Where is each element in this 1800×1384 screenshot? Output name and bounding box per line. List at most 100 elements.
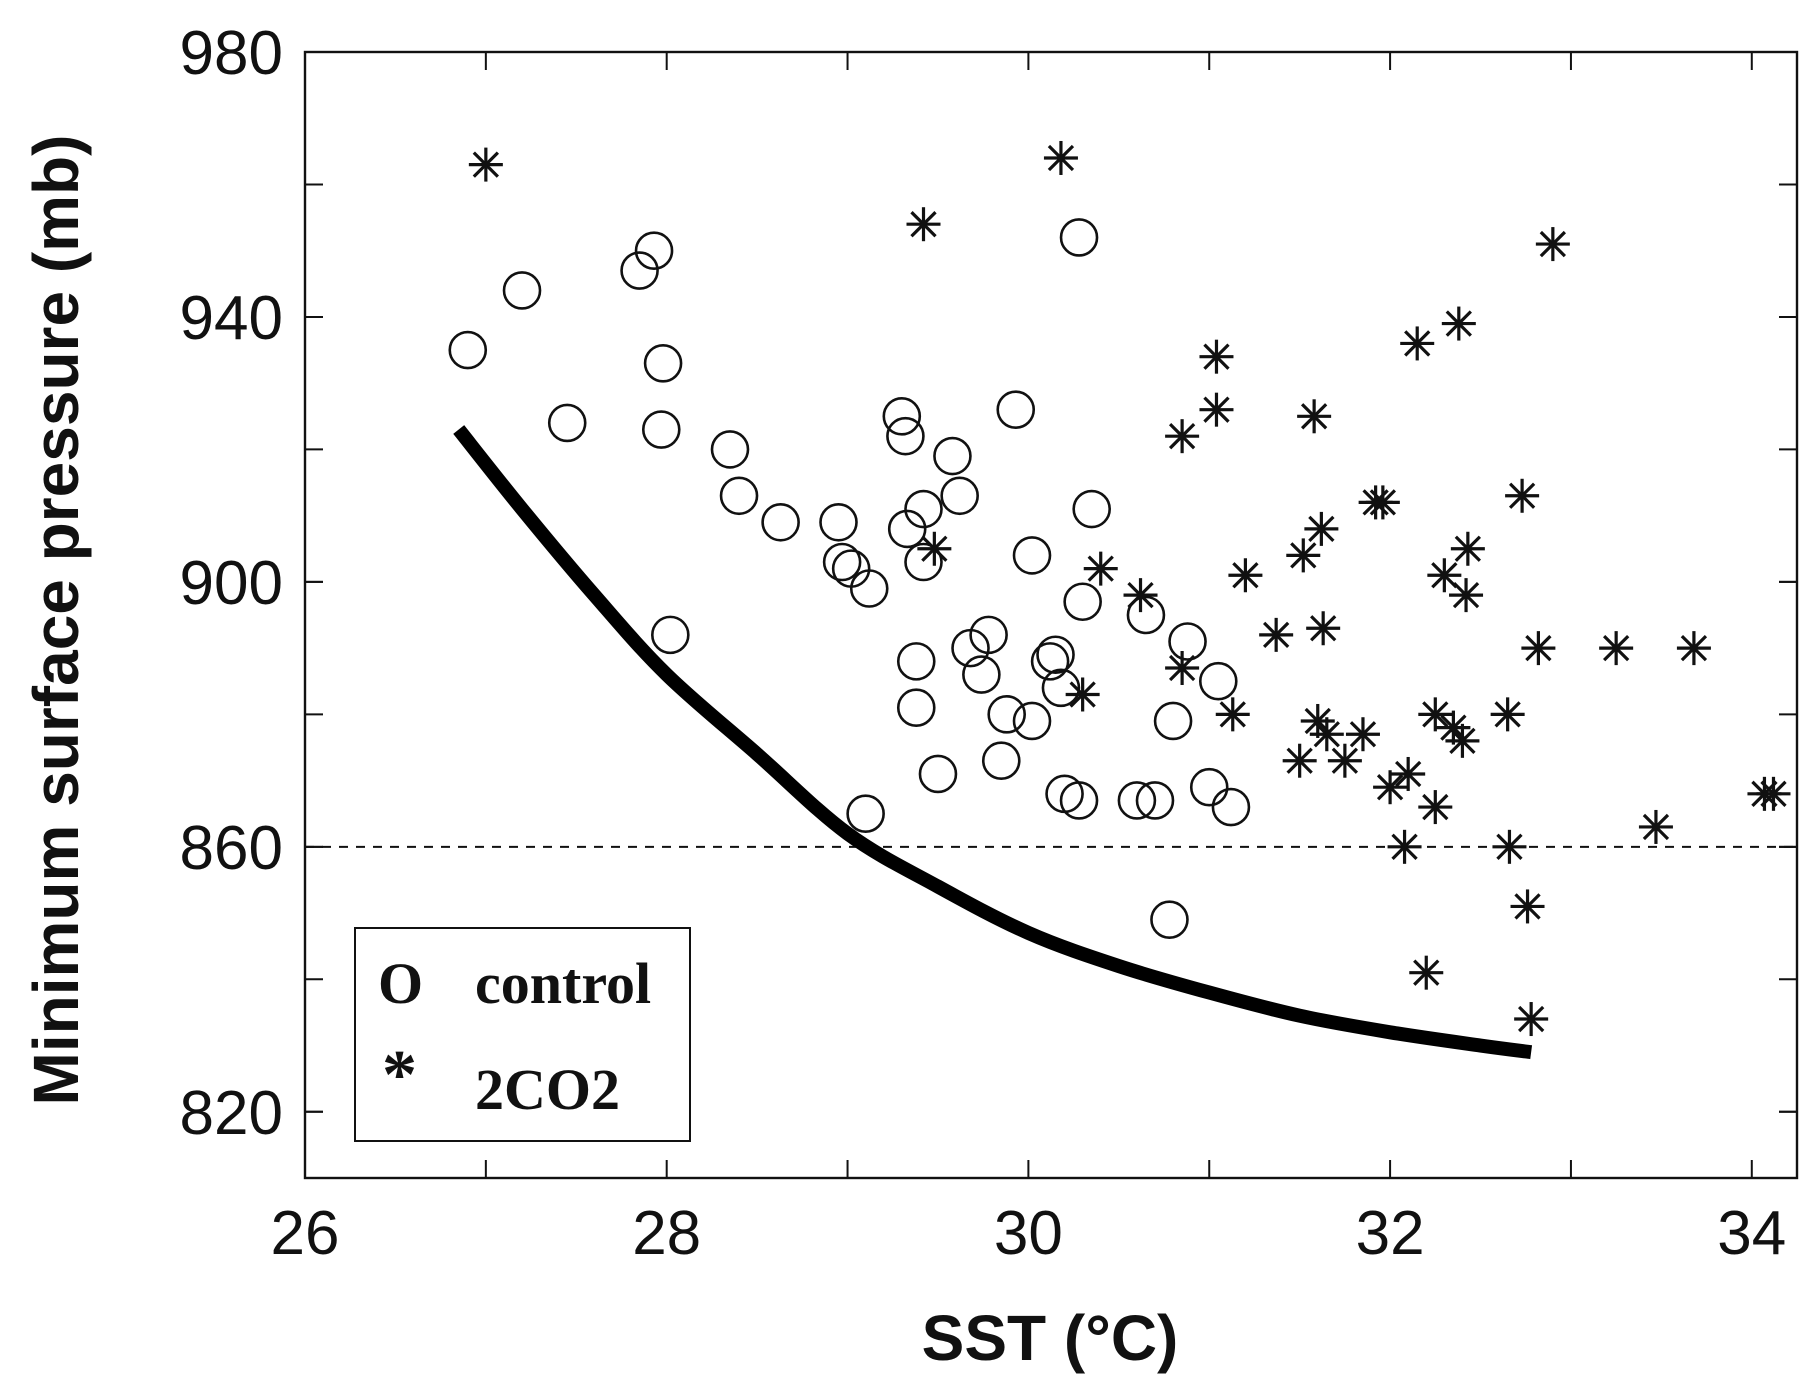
co2-point <box>1535 227 1570 262</box>
control-point <box>904 542 943 582</box>
co2-point <box>1445 723 1480 758</box>
control-point <box>1126 595 1166 635</box>
control-point <box>904 489 943 529</box>
control-point <box>710 430 750 469</box>
co2-point <box>1514 1002 1549 1037</box>
co2-point <box>1418 790 1453 825</box>
x-tick-label: 32 <box>1356 1199 1425 1268</box>
x-axis: 26 28 30 32 34 <box>271 52 1786 1268</box>
co2-point <box>1199 339 1234 374</box>
co2-point <box>1165 650 1200 685</box>
control-point <box>1150 900 1189 939</box>
control-point <box>933 436 972 476</box>
control-point <box>643 344 683 383</box>
control-point <box>719 476 759 516</box>
control-point <box>1153 701 1193 741</box>
co2-point <box>1123 578 1158 613</box>
y-axis-title: Minimum surface pressure (mb) <box>20 135 92 1106</box>
control-point <box>882 396 922 436</box>
legend-control-label: control <box>475 951 651 1016</box>
co2-point <box>1327 743 1362 778</box>
plot-frame <box>303 50 1799 1180</box>
control-point <box>761 502 800 542</box>
co2-point <box>1306 611 1341 646</box>
control-point <box>996 390 1036 429</box>
control-point <box>981 741 1021 781</box>
control-point <box>1041 668 1081 708</box>
co2-point <box>1449 578 1484 613</box>
control-point <box>896 642 936 681</box>
co2-point <box>1490 697 1525 732</box>
co2-point <box>1676 631 1711 666</box>
control-point <box>962 655 1001 694</box>
control-point <box>896 688 936 728</box>
co2-point <box>1345 717 1380 752</box>
co2-point <box>1043 140 1078 175</box>
control-point <box>641 410 681 449</box>
y-tick-label: 860 <box>180 814 283 883</box>
control-point <box>918 754 958 794</box>
co2-point <box>1521 631 1556 666</box>
control-point <box>969 615 1008 655</box>
control-point <box>1198 661 1238 701</box>
co2-point <box>1065 677 1100 712</box>
co2-point <box>1199 392 1234 427</box>
control-point <box>1168 622 1207 661</box>
control-point <box>620 251 659 290</box>
co2-point <box>1450 531 1485 566</box>
co2-point <box>1505 478 1540 513</box>
co2-point <box>1365 485 1400 520</box>
co2-point <box>1387 829 1422 864</box>
control-point <box>1117 781 1157 820</box>
control-point <box>1036 635 1075 675</box>
control-point <box>502 271 542 310</box>
y-tick-label: 820 <box>180 1079 283 1148</box>
co2-point <box>1259 617 1294 652</box>
control-point <box>1012 701 1052 741</box>
control-point <box>1045 774 1084 814</box>
control-point <box>886 416 925 456</box>
control-point <box>1072 489 1111 529</box>
y-tick-label: 900 <box>180 549 283 618</box>
control-point <box>1030 642 1070 681</box>
control-point <box>849 569 889 608</box>
control-point <box>448 330 488 370</box>
co2-point <box>1510 889 1545 924</box>
plot-border <box>303 50 1799 1180</box>
series-2co2 <box>468 140 1791 1037</box>
fit-curve <box>453 425 1533 1060</box>
control-point <box>1059 781 1099 820</box>
control-point <box>940 476 979 516</box>
control-point <box>987 695 1026 734</box>
legend: O control * 2CO2 <box>354 927 691 1142</box>
control-point <box>887 509 927 549</box>
legend-2co2-label: 2CO2 <box>475 1057 620 1122</box>
control-point <box>634 231 674 271</box>
co2-point <box>1286 538 1321 573</box>
y-tick-label: 940 <box>180 284 283 353</box>
co2-point <box>1492 829 1527 864</box>
co2-point <box>1215 697 1250 732</box>
co2-point <box>1441 306 1476 341</box>
co2-point <box>906 207 941 242</box>
control-point <box>651 615 690 655</box>
x-tick-label: 34 <box>1717 1199 1786 1268</box>
control-point <box>831 549 871 588</box>
co2-point <box>1304 511 1339 546</box>
y-tick-label: 980 <box>180 19 283 88</box>
x-tick-label: 28 <box>632 1199 701 1268</box>
legend-2co2-symbol: * <box>382 1037 417 1114</box>
co2-point <box>1427 558 1462 593</box>
control-point <box>846 794 885 834</box>
legend-box <box>354 927 691 1142</box>
co2-point <box>917 531 952 566</box>
co2-point <box>1409 955 1444 990</box>
co2-point <box>1418 697 1453 732</box>
x-tick-label: 26 <box>271 1199 340 1268</box>
co2-point <box>1297 399 1332 434</box>
control-point <box>1012 536 1052 575</box>
co2-point <box>1373 770 1408 805</box>
co2-point <box>1282 743 1317 778</box>
series-control <box>448 218 1251 939</box>
control-point <box>822 542 862 582</box>
